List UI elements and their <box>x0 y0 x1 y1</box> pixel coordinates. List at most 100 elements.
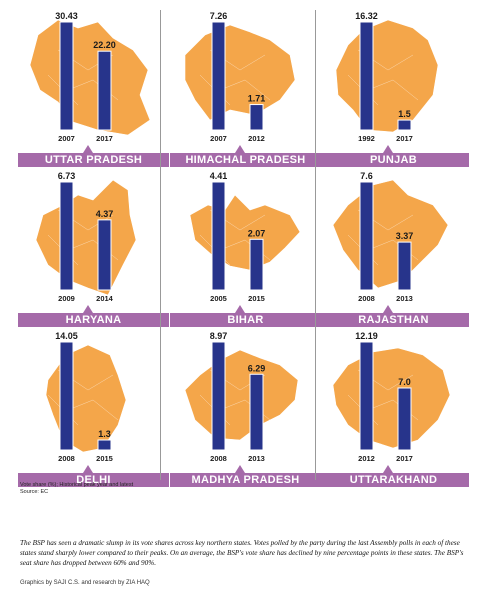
state-panel: 6.73 2009 4.37 2014 HARYANA <box>18 170 169 330</box>
year-label: 2012 <box>248 134 265 143</box>
state-name-banner: PUNJAB <box>318 153 469 167</box>
bar-2007 <box>211 21 226 131</box>
year-label: 2008 <box>58 454 75 463</box>
year-label: 2005 <box>210 294 227 303</box>
value-label: 14.05 <box>55 331 78 341</box>
state-chart: 4.41 2005 2.07 2015 <box>189 171 301 313</box>
value-label: 1.5 <box>398 109 411 119</box>
bar-2017 <box>397 387 412 451</box>
bar-2017 <box>97 50 112 131</box>
state-map-shape <box>45 344 127 453</box>
bar-2008 <box>359 181 374 291</box>
column-divider <box>160 10 161 480</box>
value-label: 1.3 <box>98 429 111 439</box>
state-chart: 30.43 2007 22.20 2017 <box>29 11 151 153</box>
year-label: 2012 <box>358 454 375 463</box>
small-multiples-grid: 30.43 2007 22.20 2017 UTTAR PRADESH 7.26 2007 1… <box>18 10 469 490</box>
year-label: 2008 <box>358 294 375 303</box>
value-label: 1.71 <box>248 94 266 104</box>
banner-pointer <box>383 145 393 153</box>
state-map-shape <box>189 194 301 271</box>
bar-2014 <box>97 219 112 291</box>
value-label: 30.43 <box>55 11 78 21</box>
bar-2013 <box>397 241 412 291</box>
credits: Graphics by SAJI C.S. and research by ZI… <box>20 580 150 586</box>
footnote-units: Vote share (%); Historical peak year and… <box>20 482 134 488</box>
state-map-shape <box>35 179 137 296</box>
state-map-shape <box>335 19 439 133</box>
state-panel: 4.41 2005 2.07 2015 BIHAR <box>170 170 321 330</box>
state-name-banner: UTTARAKHAND <box>318 473 469 487</box>
value-label: 6.29 <box>248 363 266 373</box>
year-label: 2015 <box>248 294 265 303</box>
year-label: 2015 <box>96 454 113 463</box>
year-label: 2017 <box>396 454 413 463</box>
banner-pointer <box>235 145 245 153</box>
year-label: 2008 <box>210 454 227 463</box>
state-name-banner: DELHI <box>18 473 169 487</box>
value-label: 7.0 <box>398 377 411 387</box>
state-map-shape <box>184 349 299 441</box>
bar-2008 <box>59 341 74 451</box>
year-label: 2017 <box>96 134 113 143</box>
state-map-shape <box>184 24 296 121</box>
state-name-banner: RAJASTHAN <box>318 313 469 327</box>
state-panel: 8.97 2008 6.29 2013 MADHYA PRADESH <box>170 330 321 490</box>
value-label: 4.41 <box>210 171 228 181</box>
banner-pointer <box>235 305 245 313</box>
state-chart: 8.97 2008 6.29 2013 <box>184 331 299 473</box>
state-chart: 6.73 2009 4.37 2014 <box>35 171 137 313</box>
footnote: Vote share (%); Historical peak year and… <box>20 482 133 496</box>
state-panel: 7.26 2007 1.71 2012 HIMACHAL PRADESH <box>170 10 321 170</box>
banner-pointer <box>235 465 245 473</box>
state-name-banner: HARYANA <box>18 313 169 327</box>
state-name-banner: UTTAR PRADESH <box>18 153 169 167</box>
bar-2012 <box>359 341 374 451</box>
year-label: 2013 <box>248 454 265 463</box>
state-chart: 7.6 2008 3.37 2013 <box>332 171 449 313</box>
state-panel: 14.05 2008 1.3 2015 DELHI <box>18 330 169 490</box>
value-label: 8.97 <box>210 331 228 341</box>
state-chart: 12.19 2012 7.0 2017 <box>332 331 451 473</box>
state-map-shape <box>332 179 449 289</box>
bar-2007 <box>59 21 74 131</box>
state-panel: 12.19 2012 7.0 2017 UTTARAKHAND <box>318 330 469 490</box>
column-divider <box>315 10 316 480</box>
banner-pointer <box>83 465 93 473</box>
bar-2009 <box>59 181 74 291</box>
state-map-shape <box>29 19 151 136</box>
value-label: 6.73 <box>58 171 76 181</box>
state-name-banner: HIMACHAL PRADESH <box>170 153 321 167</box>
value-label: 16.32 <box>355 11 378 21</box>
footnote-source: Source: EC <box>20 489 49 495</box>
value-label: 2.07 <box>248 228 266 238</box>
year-label: 2013 <box>396 294 413 303</box>
value-label: 7.6 <box>360 171 373 181</box>
state-name-banner: BIHAR <box>170 313 321 327</box>
year-label: 2007 <box>210 134 227 143</box>
state-panel: 16.32 1992 1.5 2017 PUNJAB <box>318 10 469 170</box>
value-label: 12.19 <box>355 331 378 341</box>
state-chart: 7.26 2007 1.71 2012 <box>184 11 296 153</box>
banner-pointer <box>83 305 93 313</box>
year-label: 2017 <box>396 134 413 143</box>
year-label: 1992 <box>358 134 375 143</box>
value-label: 7.26 <box>210 11 228 21</box>
bar-2005 <box>211 181 226 291</box>
state-name-banner: MADHYA PRADESH <box>170 473 321 487</box>
value-label: 3.37 <box>396 231 414 241</box>
bar-1992 <box>359 21 374 131</box>
year-label: 2007 <box>58 134 75 143</box>
banner-pointer <box>83 145 93 153</box>
state-map-shape <box>332 347 451 449</box>
year-label: 2009 <box>58 294 75 303</box>
year-label: 2014 <box>96 294 114 303</box>
bar-2017 <box>397 119 412 131</box>
bar-2015 <box>249 238 264 291</box>
bar-2012 <box>249 104 264 131</box>
state-panel: 30.43 2007 22.20 2017 UTTAR PRADESH <box>18 10 169 170</box>
state-chart: 14.05 2008 1.3 2015 <box>45 331 127 473</box>
banner-pointer <box>383 465 393 473</box>
state-panel: 7.6 2008 3.37 2013 RAJASTHAN <box>318 170 469 330</box>
banner-pointer <box>383 305 393 313</box>
